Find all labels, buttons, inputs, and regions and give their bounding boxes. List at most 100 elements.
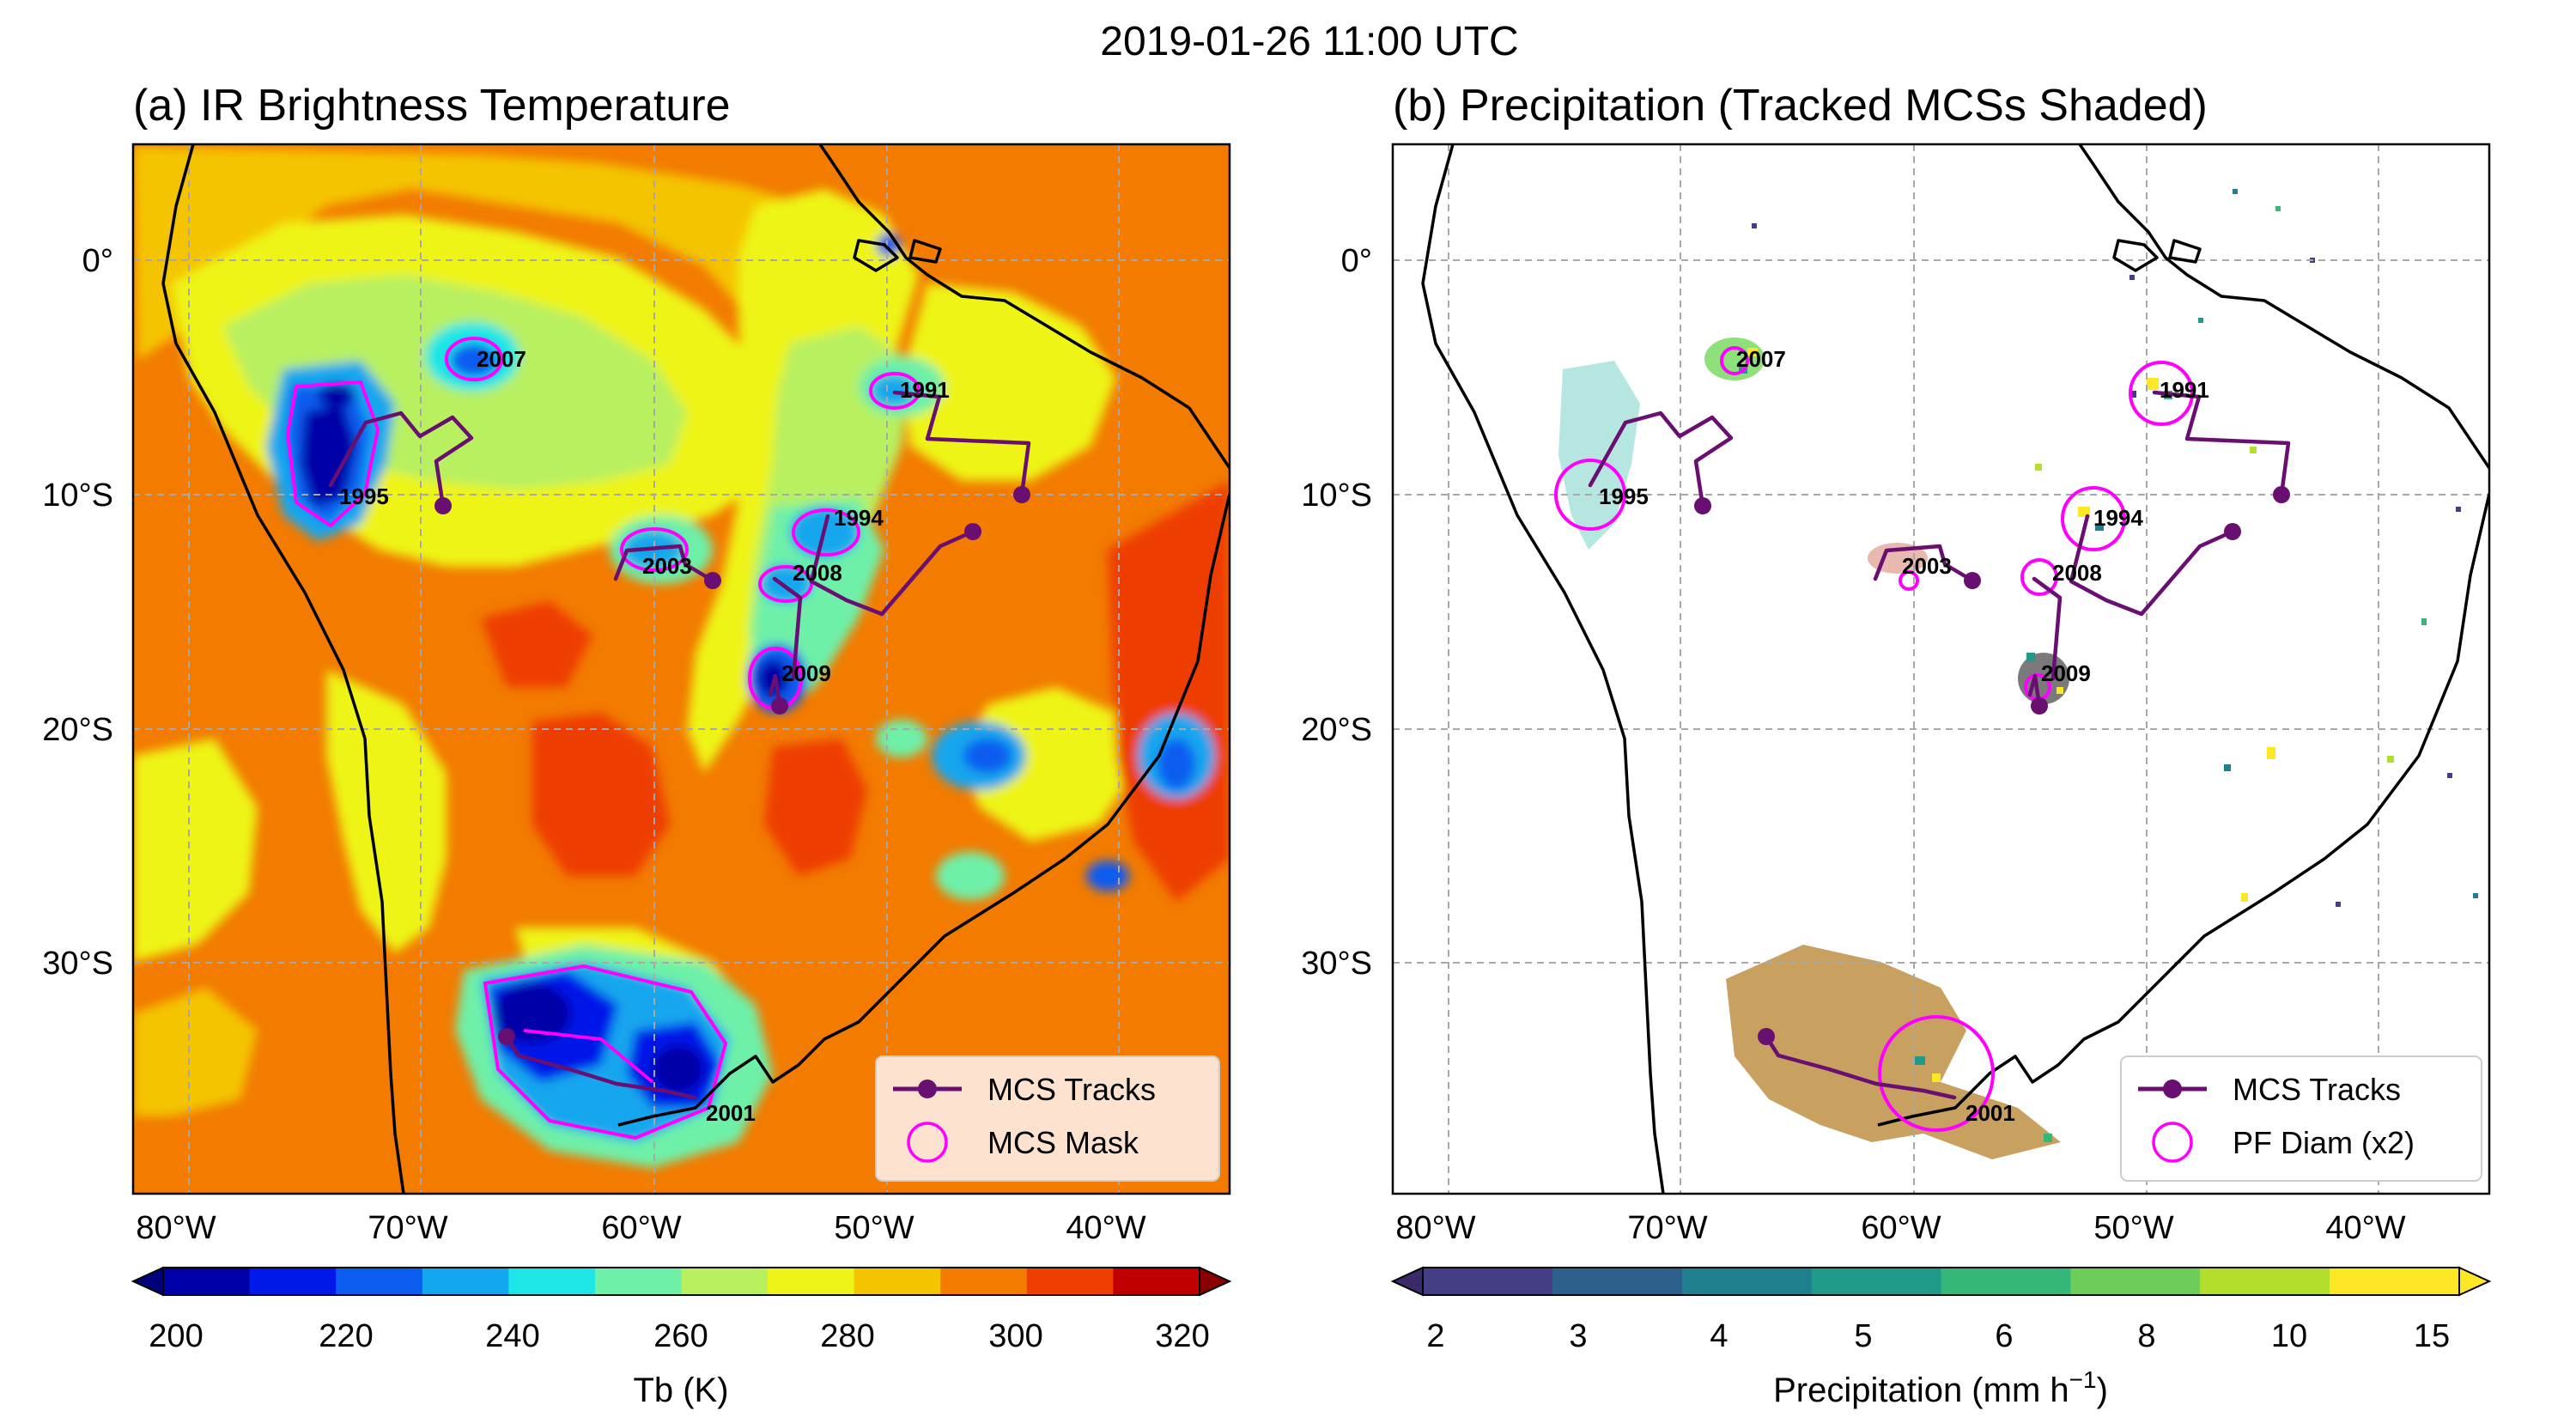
cb-b-tick-4: 4: [1710, 1318, 1728, 1354]
panel-a-colorbar-max-arrow: [1199, 1266, 1232, 1297]
panel-b-xtick-50w: 50°W: [2093, 1210, 2173, 1246]
pf-shade-2003: [1868, 543, 1928, 574]
panel-b-xtick-70w: 70°W: [1627, 1210, 1707, 1246]
panel-b-xticks: 80°W 70°W 60°W 50°W 40°W: [1395, 1210, 2405, 1246]
mcs-label-b-1991: 1991: [2160, 377, 2209, 403]
figure-suptitle: 2019-01-26 11:00 UTC: [1100, 19, 1518, 64]
precip-speckles: [1739, 189, 2478, 1142]
panel-b-colorbar-min-arrow: [1390, 1266, 1424, 1297]
mcs-label-b-1995: 1995: [1599, 483, 1649, 509]
panel-b-colorbar-segment: [1811, 1268, 1941, 1295]
pf-shade-2001: [1726, 945, 2061, 1159]
mcs-label-2009: 2009: [781, 660, 831, 686]
panel-a-tracks: [328, 390, 1031, 1100]
panel-b-map: 2007 1991 1995 1994 2003 2008 2009 2001: [1393, 144, 2489, 1194]
panel-a-yticks: 0° 10°S 20°S 30°S: [42, 243, 113, 982]
panel-a-gridlines: [133, 144, 1230, 1194]
mcs-label-2007: 2007: [477, 346, 526, 372]
panel-a-colorbar-min-arrow: [131, 1266, 164, 1297]
panel-a-colorbar-segment: [336, 1268, 423, 1295]
panel-a-colorbar-segment: [594, 1268, 682, 1295]
panel-a-frame: [131, 143, 1231, 1195]
panel-b-legend-pf: PF Diam (x2): [2233, 1125, 2415, 1160]
panel-a-colorbar-segment: [508, 1268, 596, 1295]
panel-a-track-endpoints: [434, 486, 1030, 1045]
panel-b-colorbar-segment: [1681, 1268, 1813, 1295]
panel-b-colorbar-segment: [2070, 1268, 2201, 1295]
panel-a-colorbar-segment: [163, 1268, 251, 1295]
mcs-label-2003: 2003: [642, 553, 692, 579]
panel-b-legend-tracks: MCS Tracks: [2233, 1072, 2401, 1107]
panel-b-colorbar-label: Precipitation (mm h−1): [1773, 1366, 2108, 1409]
panel-b-frame: [1391, 143, 2491, 1195]
panel-a-xtick-80w: 80°W: [136, 1210, 216, 1246]
panel-b-tracks: [1588, 390, 2291, 1100]
mcs-label-b-2001: 2001: [1965, 1100, 2015, 1126]
panel-b-coastline: [1421, 144, 2489, 1194]
mcs-label-2008: 2008: [793, 560, 842, 586]
cb-b-tick-10: 10: [2271, 1318, 2307, 1354]
panel-b-colorbar-segment: [1423, 1268, 1553, 1295]
panel-a-ytick-10s: 10°S: [42, 477, 113, 514]
panel-a-colorbar-segment: [681, 1268, 769, 1295]
cb-b-tick-15: 15: [2414, 1318, 2450, 1354]
panel-b-yticks: 0° 10°S 20°S 30°S: [1301, 243, 1372, 982]
panel-a-colorbar-segment: [854, 1268, 941, 1295]
panel-a-colorbar-frame: [162, 1267, 1200, 1296]
panel-b: (b) Precipitation (Tracked MCSs Shaded): [1301, 81, 2492, 1409]
panel-a-title: (a) IR Brightness Temperature: [133, 81, 731, 131]
panel-a-coastline: [161, 144, 1230, 1194]
mcs-mask-outlines: [285, 337, 920, 1140]
cb-b-tick-6: 6: [1995, 1318, 2013, 1354]
panel-a-xtick-40w: 40°W: [1066, 1210, 1145, 1246]
panel-a-xtick-50w: 50°W: [834, 1210, 914, 1246]
panel-a-legend: MCS Tracks MCS Mask: [875, 1055, 1220, 1182]
panel-a-colorbar-segment: [1026, 1268, 1114, 1295]
pf-shade-1995: [1558, 361, 1640, 550]
cb-b-tick-3: 3: [1569, 1318, 1587, 1354]
panel-b-colorbar-ticks: 2 3 4 5 6 8 10 15: [1426, 1318, 2450, 1354]
panel-a-colorbar-ticks: 200 220 240 260 280 300 320: [149, 1318, 1209, 1354]
panel-a-colorbar-segment: [1113, 1268, 1200, 1295]
panel-a-colorbar: 200 220 240 260 280 300 320 Tb (K): [131, 1266, 1232, 1409]
panel-b-title: (b) Precipitation (Tracked MCSs Shaded): [1393, 81, 2208, 131]
panel-b-legend: MCS Tracks PF Diam (x2): [2120, 1055, 2482, 1182]
panel-b-colorbar-segment: [1552, 1268, 1683, 1295]
mcs-label-1995: 1995: [339, 483, 389, 509]
panel-b-ytick-0: 0°: [1341, 243, 1372, 279]
legend-track-marker-a: [918, 1079, 937, 1098]
cb-a-tick-300: 300: [988, 1318, 1042, 1354]
panel-b-mcs-labels: 2007 1991 1995 1994 2003 2008 2009 2001: [1599, 346, 2209, 1126]
cb-b-tick-8: 8: [2137, 1318, 2155, 1354]
panel-a-legend-tracks: MCS Tracks: [987, 1072, 1156, 1107]
panel-b-colorbar-frame: [1422, 1267, 2460, 1296]
panel-b-ytick-10s: 10°S: [1301, 477, 1372, 514]
panel-a-legend-mask: MCS Mask: [987, 1125, 1139, 1160]
panel-a-colorbar-segments: [163, 1268, 1200, 1295]
panel-b-colorbar: 2 3 4 5 6 8 10 15 Precipitation (mm h−1): [1390, 1266, 2492, 1409]
panel-a-map: 2007 1991 1995 1994 2003 2008 2009 2001: [133, 144, 1230, 1194]
panel-b-colorbar-segment: [2200, 1268, 2330, 1295]
panel-a: (a) IR Brightness Temperature: [42, 81, 1232, 1409]
cb-a-tick-220: 220: [319, 1318, 373, 1354]
mcs-label-b-2008: 2008: [2052, 560, 2102, 586]
mcs-label-1991: 1991: [900, 377, 950, 403]
panel-a-colorbar-segment: [768, 1268, 855, 1295]
panel-a-ytick-20s: 20°S: [42, 712, 113, 748]
panel-b-legend-box: [2120, 1055, 2482, 1182]
mcs-label-b-2007: 2007: [1736, 346, 1786, 372]
panel-a-xtick-70w: 70°W: [368, 1210, 447, 1246]
mcs-label-2001: 2001: [706, 1100, 756, 1126]
mcs-label-1994: 1994: [834, 505, 884, 531]
panel-a-xtick-60w: 60°W: [601, 1210, 681, 1246]
ir-field: [133, 146, 1230, 1168]
panel-b-colorbar-segment: [2330, 1268, 2460, 1295]
cb-a-tick-200: 200: [149, 1318, 203, 1354]
panel-b-track-endpoints: [1694, 486, 2290, 1045]
mcs-label-b-1994: 1994: [2093, 505, 2143, 531]
legend-mask-marker: [907, 1122, 948, 1163]
legend-pf-marker: [2152, 1122, 2193, 1163]
panel-a-colorbar-label: Tb (K): [633, 1371, 728, 1409]
panel-a-ytick-30s: 30°S: [42, 946, 113, 982]
